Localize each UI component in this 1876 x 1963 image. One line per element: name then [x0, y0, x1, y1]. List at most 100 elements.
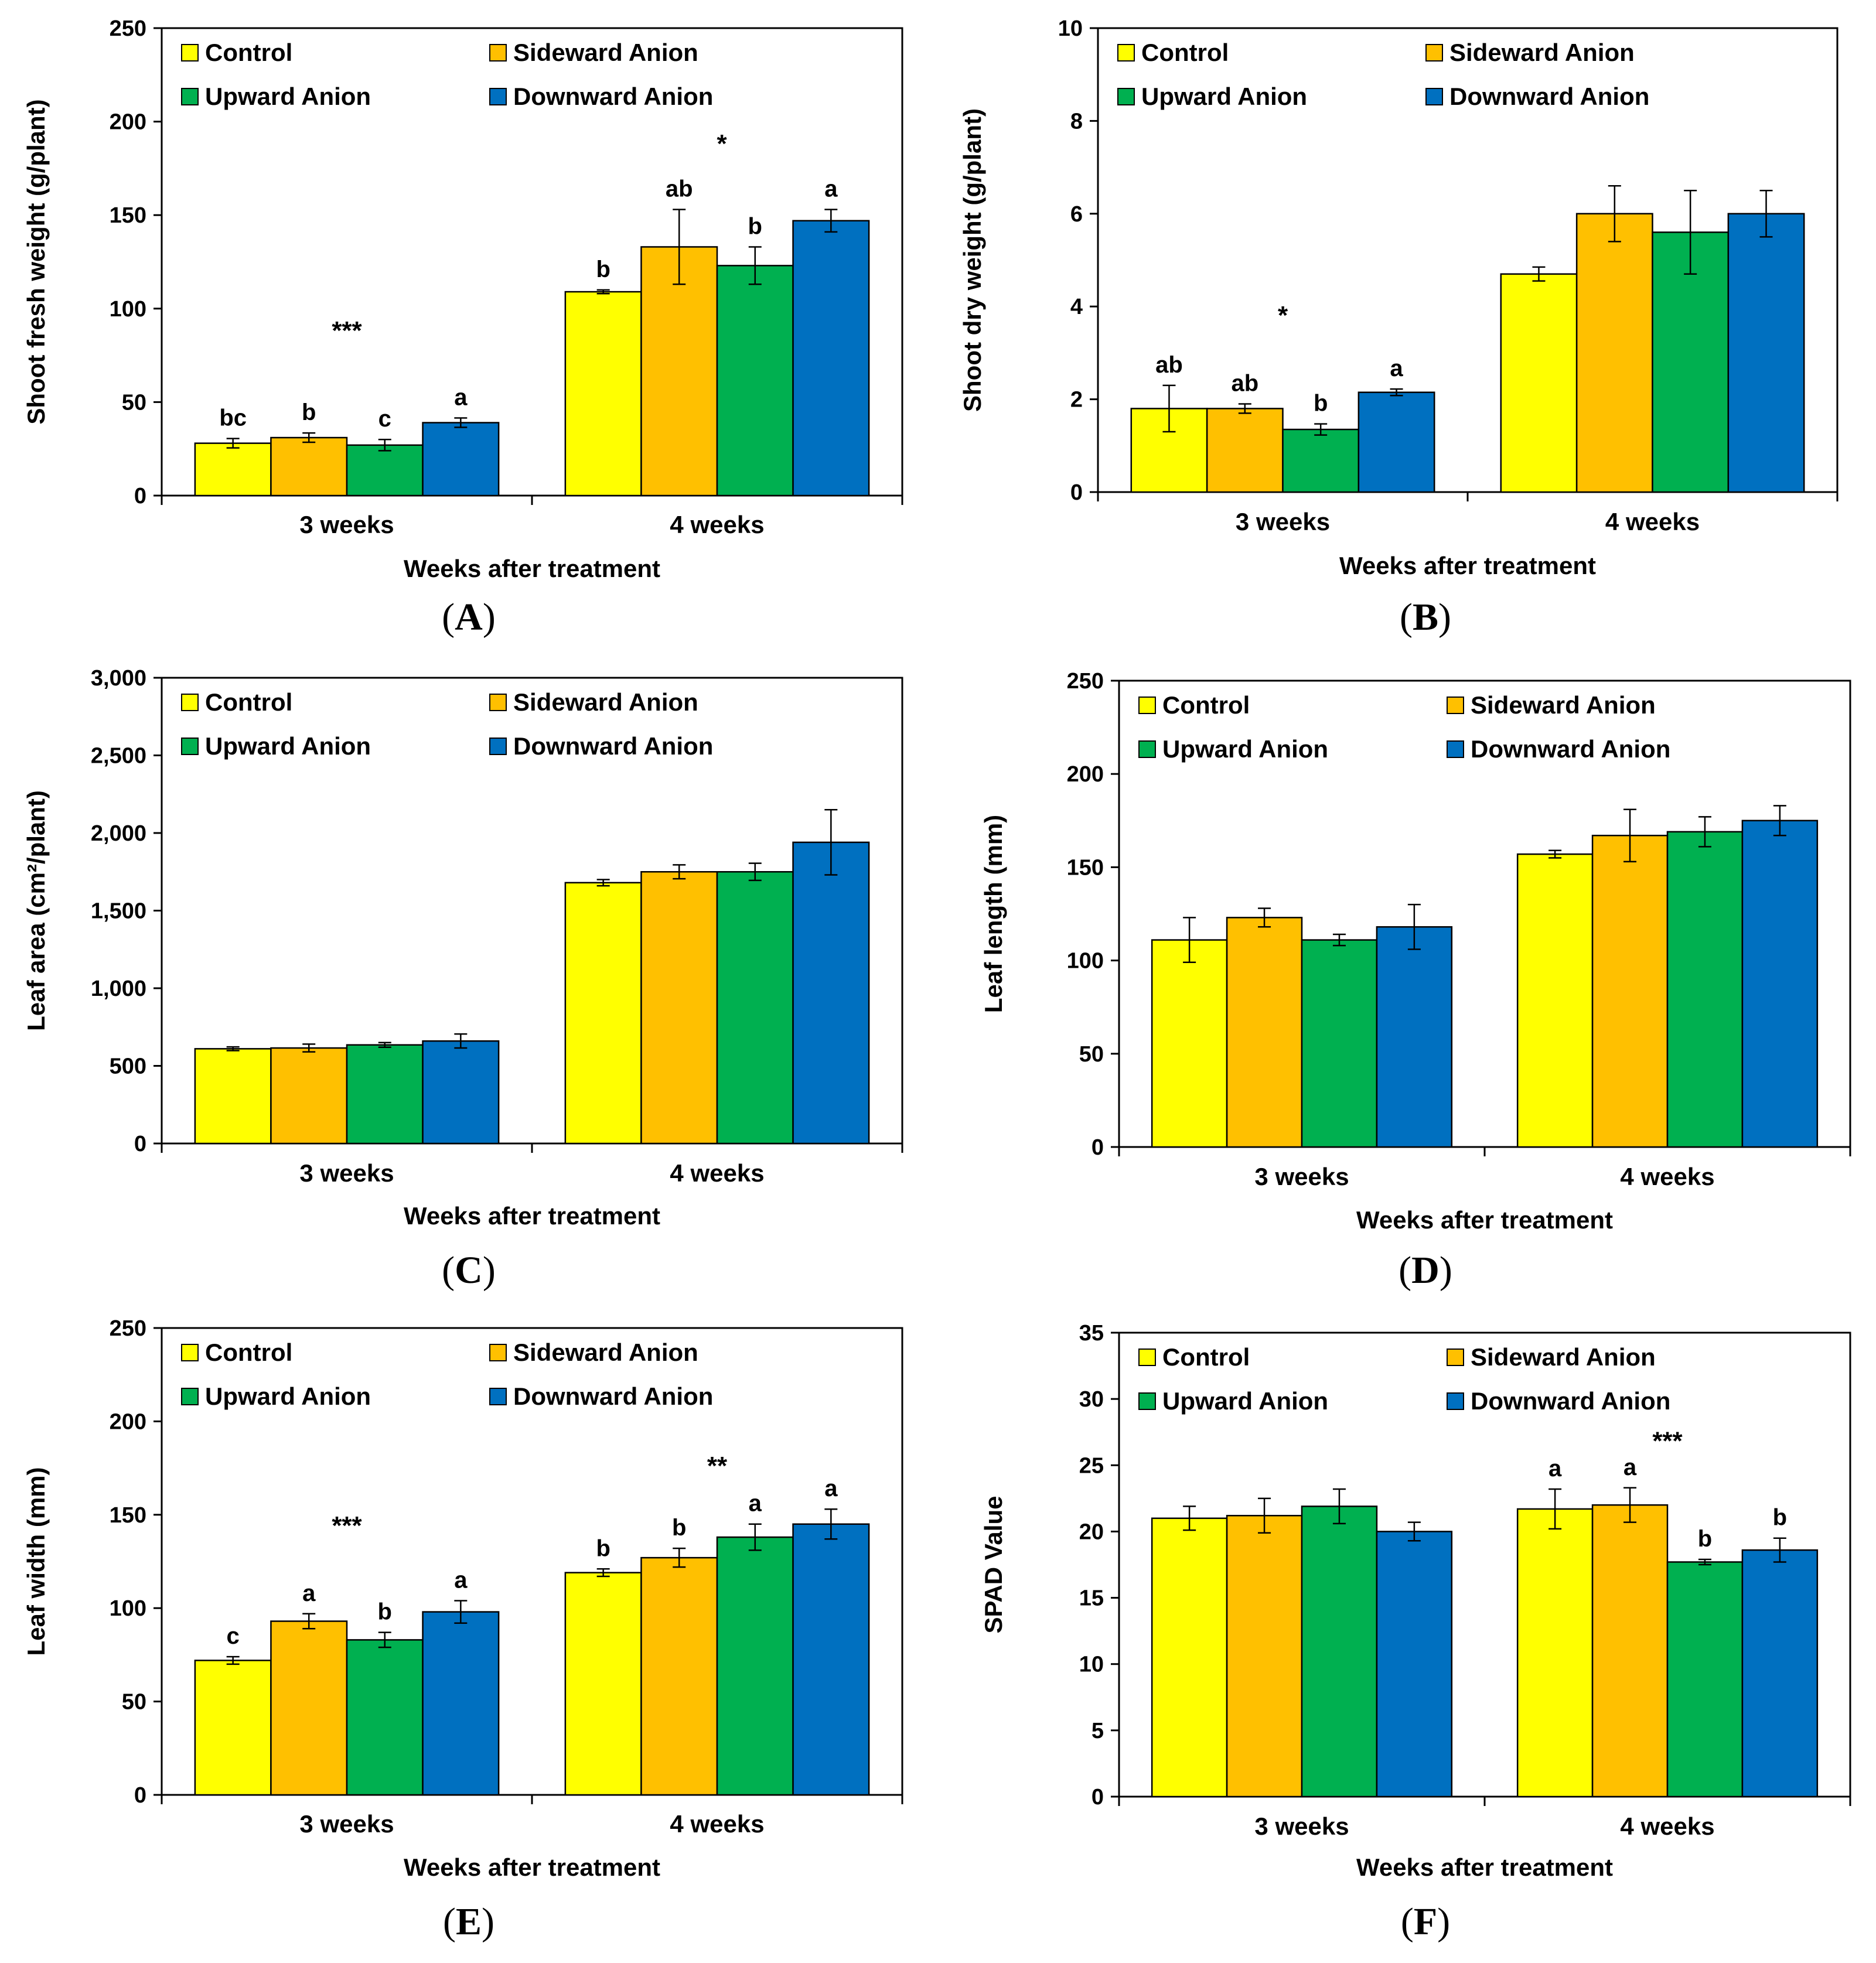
legend-label: Sideward Anion: [513, 1339, 698, 1366]
y-tick-label: 30: [1079, 1387, 1104, 1412]
legend-swatch-control: [1117, 44, 1135, 62]
bar-sideward-anion: [270, 1620, 348, 1796]
y-tick-label: 0: [134, 1132, 146, 1156]
legend-swatch-downward-anion: [489, 88, 507, 105]
y-tick-label: 10: [1058, 16, 1083, 41]
significance-letter: ab: [1231, 371, 1258, 397]
legend-swatch-upward-anion: [181, 1388, 199, 1405]
x-axis-title: Weeks after treatment: [1339, 552, 1596, 579]
y-tick-label: 150: [1067, 855, 1104, 880]
panel-label: (C): [442, 1249, 496, 1292]
legend-swatch-sideward-anion: [1447, 1349, 1464, 1366]
legend-label: Upward Anion: [205, 732, 371, 760]
legend-label: Control: [205, 1339, 292, 1366]
significance-letter: a: [454, 1567, 468, 1593]
bar-sideward-anion: [270, 1047, 348, 1145]
bar-control: [1500, 273, 1578, 493]
y-tick-label: 5: [1092, 1719, 1104, 1743]
significance-letter: c: [378, 406, 391, 432]
legend-swatch-sideward-anion: [1447, 697, 1464, 714]
legend-swatch-sideward-anion: [1425, 44, 1443, 62]
legend-label: Upward Anion: [205, 1382, 371, 1410]
x-tick-label: 4 weeks: [1605, 508, 1700, 535]
significance-letter: a: [1548, 1456, 1562, 1481]
bar-sideward-anion: [640, 871, 718, 1145]
x-axis-title: Weeks after treatment: [1356, 1853, 1613, 1881]
y-tick-label: 2: [1070, 388, 1083, 412]
x-tick-label: 3 weeks: [1254, 1812, 1349, 1840]
bar-downward-anion: [1357, 391, 1435, 493]
legend-label: Control: [1162, 691, 1250, 719]
legend-swatch-upward-anion: [181, 738, 199, 755]
panel-label: (E): [443, 1900, 494, 1943]
y-axis-title: Shoot dry weight (g/plant): [959, 108, 986, 412]
legend-label: Control: [205, 39, 292, 66]
bar-downward-anion: [792, 1523, 870, 1796]
significance-letter: a: [1623, 1455, 1637, 1480]
bar-control: [564, 882, 642, 1145]
y-axis-title: Leaf area (cm²/plant): [22, 790, 50, 1031]
y-tick-label: 50: [122, 390, 146, 415]
bar-downward-anion: [792, 220, 870, 497]
bar-control: [194, 1660, 272, 1796]
y-tick-label: 0: [1092, 1135, 1104, 1160]
y-tick-label: 100: [110, 297, 146, 322]
bar-upward-anion: [1666, 1561, 1744, 1798]
legend-swatch-upward-anion: [1138, 740, 1156, 758]
y-tick-label: 250: [110, 1316, 146, 1341]
bar-control: [1516, 1508, 1594, 1798]
x-axis-title: Weeks after treatment: [404, 1853, 660, 1881]
chart-panel-b: 0 2 4 6 8 10 3 weeks 4 weeks Weeks after treatme…: [959, 16, 1839, 639]
bar-downward-anion: [1727, 213, 1805, 493]
significance-stars: ***: [332, 1511, 362, 1540]
bar-upward-anion: [1652, 231, 1730, 493]
legend-label: Downward Anion: [513, 83, 713, 110]
legend-swatch-sideward-anion: [489, 44, 507, 62]
legend-label: Sideward Anion: [513, 39, 698, 66]
bar-control: [1151, 939, 1228, 1148]
bar-upward-anion: [1301, 939, 1378, 1148]
legend-swatch-sideward-anion: [489, 1344, 507, 1361]
y-tick-label: 250: [1067, 669, 1104, 694]
bar-upward-anion: [346, 444, 424, 497]
bar-sideward-anion: [1591, 1504, 1669, 1798]
x-axis-title: Weeks after treatment: [404, 1202, 660, 1230]
x-tick-label: 3 weeks: [1236, 508, 1330, 535]
y-tick-label: 4: [1070, 295, 1083, 319]
legend-label: Control: [1141, 39, 1229, 66]
significance-letter: a: [1390, 356, 1403, 381]
significance-letter: b: [596, 1535, 610, 1561]
panel-label: (F): [1401, 1900, 1450, 1943]
y-tick-label: 2,000: [91, 821, 146, 846]
bar-sideward-anion: [270, 436, 348, 497]
bar-upward-anion: [346, 1044, 424, 1145]
panel-label: (A): [442, 596, 496, 639]
bar-control: [564, 1572, 642, 1796]
bar-downward-anion: [422, 1611, 500, 1796]
legend-label: Downward Anion: [1449, 83, 1649, 110]
bar-downward-anion: [1376, 926, 1453, 1148]
bar-sideward-anion: [1206, 408, 1284, 493]
legend-swatch-control: [181, 1344, 199, 1361]
y-tick-label: 200: [110, 110, 146, 135]
significance-letter: b: [748, 213, 762, 239]
x-axis-title: Weeks after treatment: [1356, 1206, 1613, 1234]
significance-stars: ***: [1652, 1427, 1683, 1456]
significance-letter: a: [824, 176, 838, 202]
legend-label: Downward Anion: [1471, 735, 1670, 763]
y-tick-label: 500: [110, 1054, 146, 1079]
bar-sideward-anion: [1226, 1515, 1303, 1798]
bar-control: [194, 1048, 272, 1145]
y-axis-title: SPAD Value: [980, 1496, 1007, 1634]
chart-panel-c: 0 500 1,000 1,500 2,000 2,500 3,000 3 weeks 4 we…: [22, 666, 903, 1292]
legend-label: Upward Anion: [205, 83, 371, 110]
significance-letter: b: [1773, 1505, 1787, 1531]
significance-letter: a: [302, 1580, 316, 1606]
chart-panel-a: 0 50 100 150 200 250 3 weeks 4 weeks Weeks after…: [22, 16, 903, 639]
bar-control: [194, 442, 272, 497]
significance-letter: c: [227, 1623, 240, 1649]
legend-swatch-control: [1138, 1349, 1156, 1366]
legend-swatch-control: [1138, 697, 1156, 714]
